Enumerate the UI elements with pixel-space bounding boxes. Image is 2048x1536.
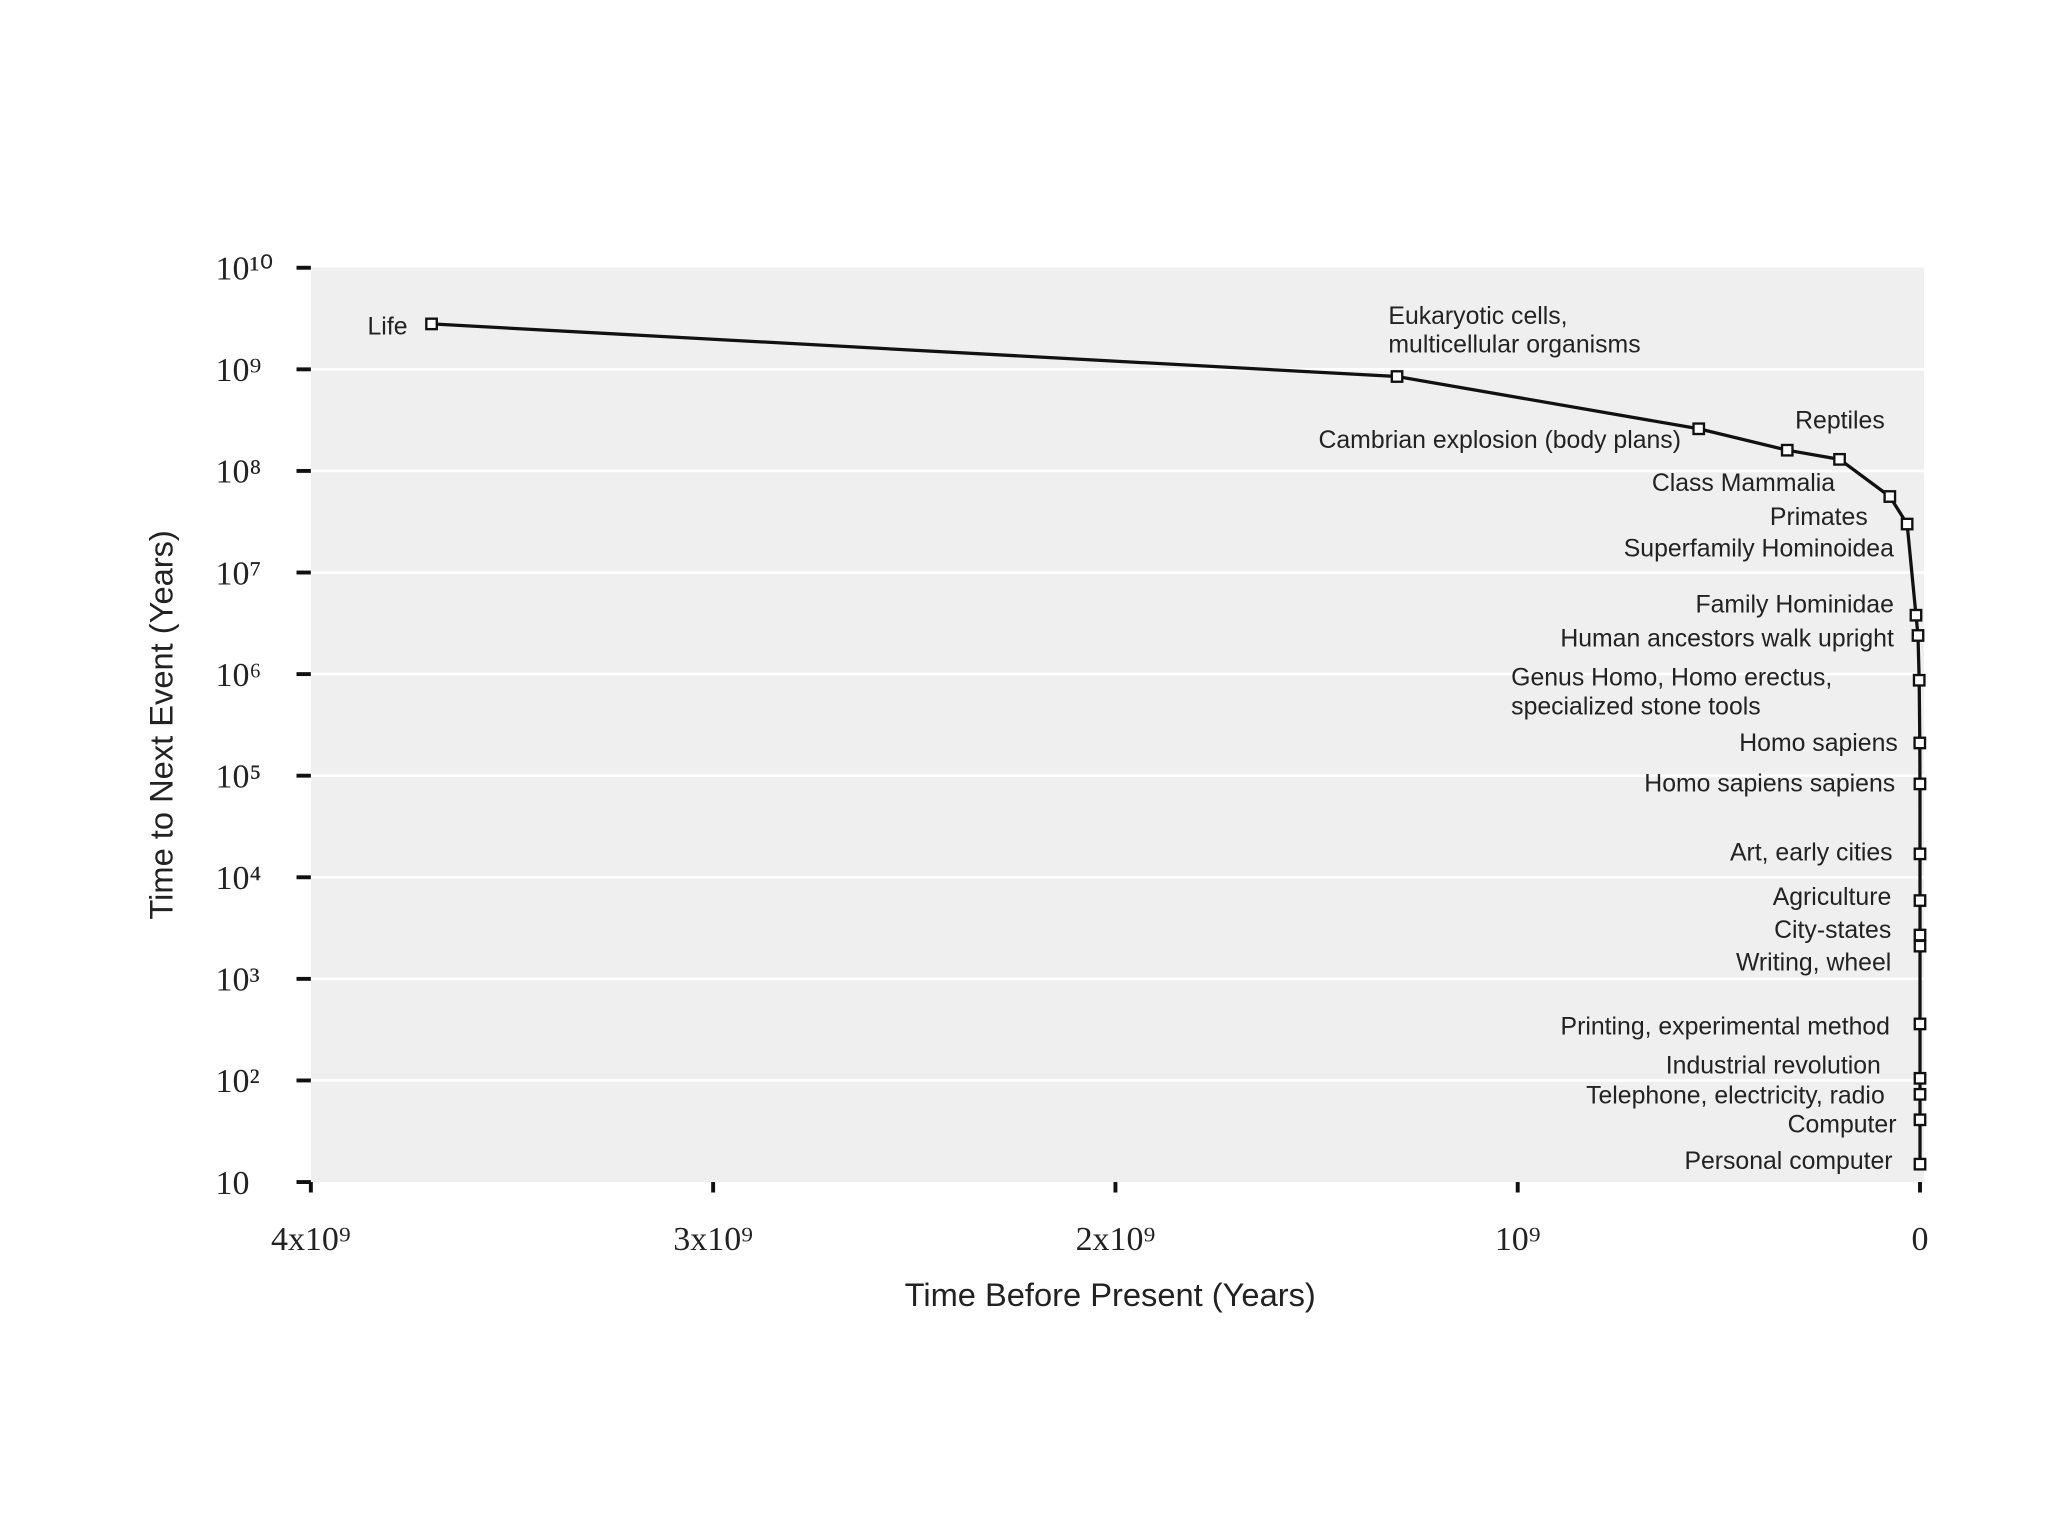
point-label: Superfamily Hominoidea	[1624, 535, 1894, 562]
point-label: Family Hominidae	[1695, 592, 1893, 619]
y-tick-label: 10⁸	[216, 454, 262, 491]
point-label: Life	[368, 313, 408, 340]
point-label: Industrial revolution	[1666, 1053, 1881, 1080]
point-label: Art, early cities	[1730, 840, 1893, 867]
x-tick-label: 10⁹	[1495, 1221, 1541, 1258]
y-tick-label: 10¹⁰	[216, 251, 274, 288]
point-label: Class Mammalia	[1652, 470, 1835, 497]
data-point	[425, 317, 438, 331]
data-point	[1913, 928, 1927, 942]
point-label: Homo sapiens sapiens	[1644, 771, 1895, 798]
data-point	[1909, 608, 1923, 622]
point-label: Human ancestors walk upright	[1560, 626, 1894, 653]
data-point	[1913, 1017, 1927, 1031]
point-label: Computer	[1788, 1111, 1897, 1138]
point-label: Primates	[1770, 504, 1868, 531]
point-label: Eukaryotic cells,	[1388, 303, 1567, 330]
data-point	[1913, 894, 1927, 907]
point-label: Genus Homo, Homo erectus,	[1511, 665, 1832, 692]
data-point	[1883, 490, 1897, 503]
data-point	[1913, 1113, 1927, 1127]
x-tick-label: 0	[1912, 1221, 1929, 1258]
data-point	[1913, 1087, 1927, 1101]
point-label: Personal computer	[1684, 1148, 1892, 1175]
x-axis-title: Time Before Present (Years)	[905, 1276, 1316, 1313]
point-label: Cambrian explosion (body plans)	[1318, 427, 1681, 454]
data-point	[1913, 736, 1927, 750]
plot-background	[310, 267, 1924, 1183]
y-axis-title: Time to Next Event (Years)	[142, 530, 179, 919]
point-label: Reptiles	[1795, 407, 1885, 434]
y-tick-label: 10⁴	[216, 860, 262, 897]
point-label: Agriculture	[1773, 884, 1892, 911]
y-tick-label: 10⁶	[216, 657, 262, 694]
data-point	[1900, 517, 1914, 531]
y-tick-label: 10⁹	[216, 352, 262, 389]
point-label: Writing, wheel	[1736, 949, 1891, 976]
data-point	[1913, 1157, 1927, 1171]
point-label: City-states	[1774, 917, 1891, 944]
y-tick-label: 10³	[216, 962, 260, 999]
data-point	[1780, 443, 1794, 457]
data-point	[1913, 777, 1927, 791]
data-point	[1692, 422, 1706, 436]
data-point	[1913, 1071, 1927, 1085]
point-label: Printing, experimental method	[1561, 1013, 1890, 1040]
y-tick-label: 10⁵	[216, 758, 262, 795]
data-point	[1911, 629, 1925, 642]
data-point	[1913, 847, 1927, 861]
x-tick-label: 4x10⁹	[271, 1221, 351, 1258]
data-point	[1913, 939, 1927, 953]
data-point	[1390, 370, 1404, 383]
point-label: specialized stone tools	[1511, 693, 1761, 720]
x-tick-label: 3x10⁹	[673, 1221, 753, 1258]
data-point	[1833, 452, 1846, 466]
data-point	[1912, 673, 1926, 687]
y-tick-label: 10²	[216, 1063, 260, 1100]
y-tick-label: 10	[216, 1165, 250, 1202]
point-label: multicellular organisms	[1388, 332, 1640, 359]
x-tick-label: 2x10⁹	[1076, 1221, 1156, 1258]
point-label: Homo sapiens	[1739, 730, 1898, 757]
y-tick-label: 10⁷	[216, 555, 262, 592]
point-label: Telephone, electricity, radio	[1586, 1083, 1885, 1110]
